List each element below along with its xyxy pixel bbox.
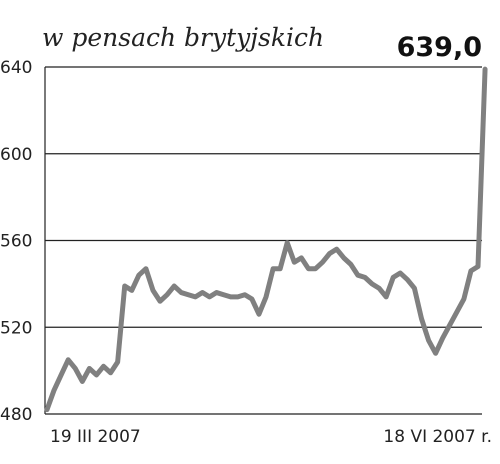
chart-title: w pensach brytyjskich xyxy=(42,23,324,52)
x-tick-label: 19 III 2007 xyxy=(50,427,141,447)
price-line xyxy=(44,66,488,413)
y-tick-label: 600 xyxy=(0,145,32,165)
y-tick-label: 520 xyxy=(0,318,32,338)
x-tick-label: 18 VI 2007 r. xyxy=(383,427,492,447)
y-tick-label: 640 xyxy=(0,58,32,78)
y-tick-label: 560 xyxy=(0,232,32,252)
y-tick-label: 480 xyxy=(0,405,32,425)
last-value-label: 639,0 xyxy=(397,32,482,63)
